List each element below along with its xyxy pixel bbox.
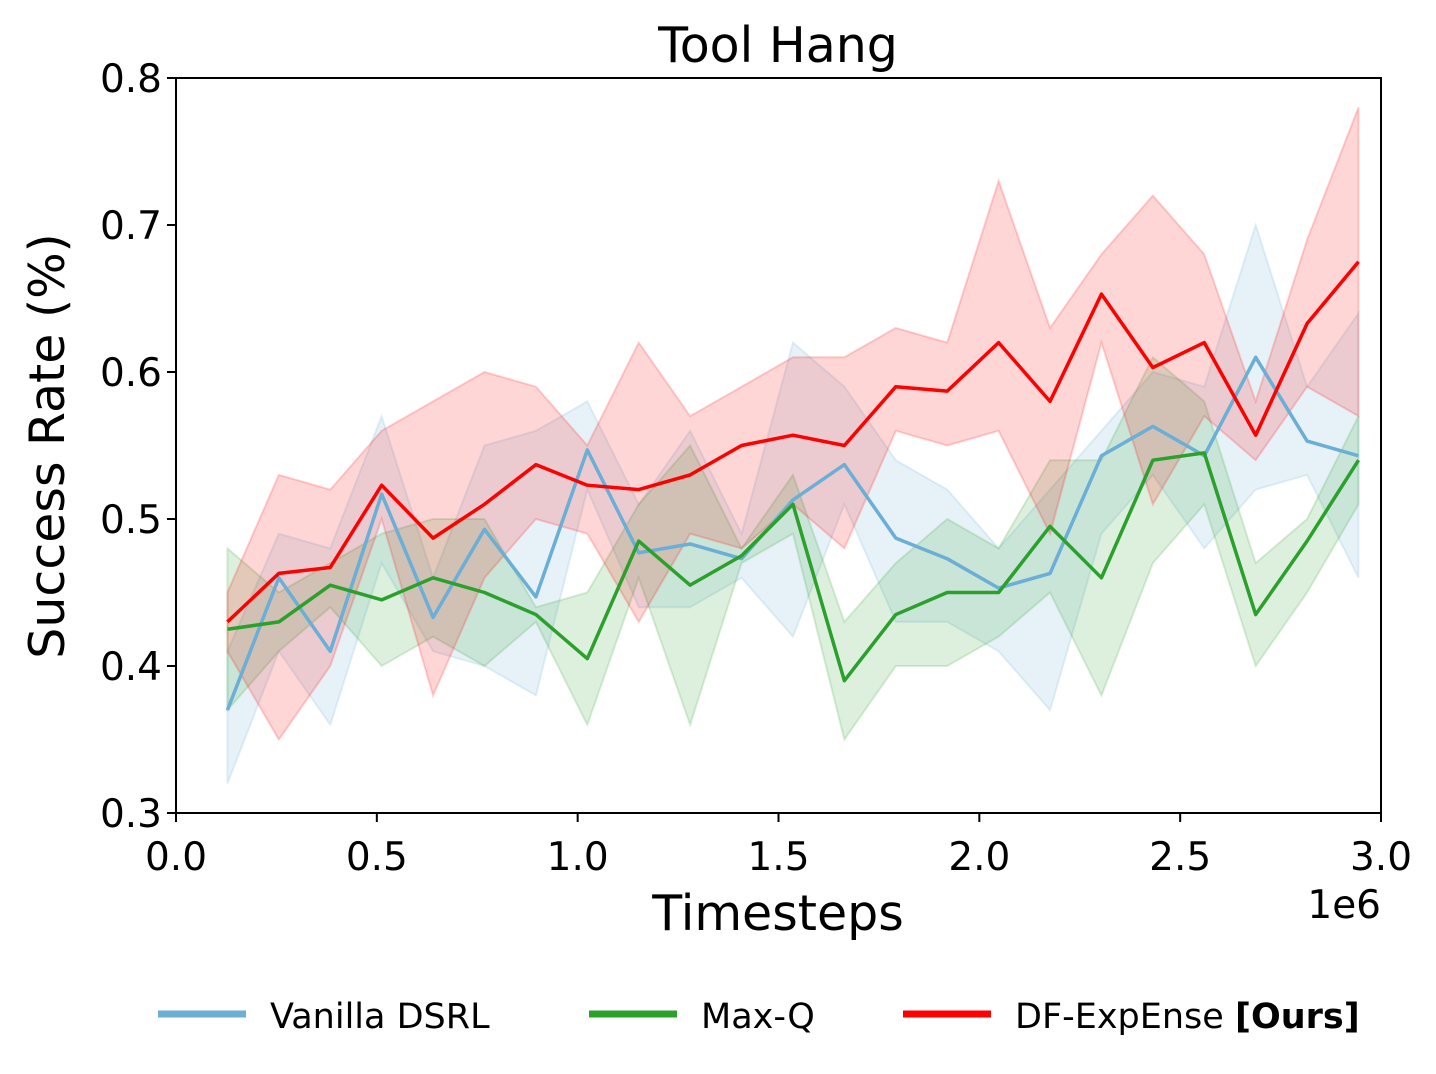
x-tick-label: 2.0 [948,835,1010,880]
chart-title: Tool Hang [657,17,898,74]
series-lines [225,260,1360,711]
y-tick-label: 0.8 [100,57,162,102]
y-tick-label: 0.4 [100,645,162,690]
legend-label-0: Vanilla DSRL [270,997,490,1037]
y-tick-label: 0.3 [100,792,162,837]
legend: Vanilla DSRL Max-Q DF-ExpEnse [Ours] [158,997,1360,1037]
y-tick-label: 0.6 [100,351,162,396]
x-tick-label: 3.0 [1350,835,1412,880]
y-tick-label: 0.5 [100,498,162,543]
band-series-2 [226,107,1360,742]
x-tick-label: 0.0 [145,835,207,880]
x-axis-label: Timesteps [651,885,903,942]
legend-label-2: DF-ExpEnse [Ours] [1015,997,1360,1037]
x-tick-label: 2.5 [1149,835,1211,880]
legend-label-1: Max-Q [701,997,815,1037]
band-series-1 [226,355,1360,742]
line-series-1 [227,451,1360,683]
x-tick-label: 1.0 [547,835,609,880]
line-series-2 [226,260,1360,624]
x-tick-label: 1.5 [747,835,809,880]
y-axis-ticks: 0.3 0.4 0.5 0.6 0.7 0.8 [100,57,176,837]
x-axis-ticks: 0.0 0.5 1.0 1.5 2.0 2.5 3.0 [145,813,1412,880]
line-series-0 [225,355,1359,711]
x-axis-offset-text: 1e6 [1307,883,1381,928]
y-axis-label: Success Rate (%) [19,233,76,659]
y-tick-label: 0.7 [100,204,162,249]
x-tick-label: 0.5 [346,835,408,880]
